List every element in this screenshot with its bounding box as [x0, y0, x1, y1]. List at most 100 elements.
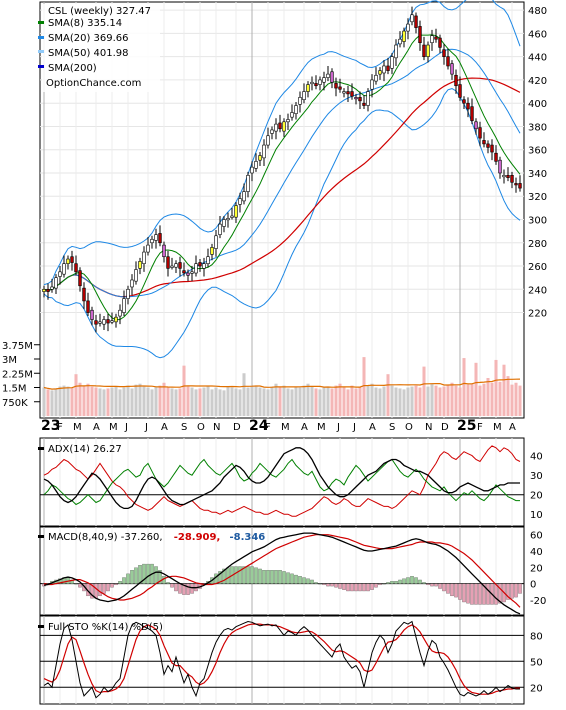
volume-bar: [266, 389, 270, 416]
candle-body: [270, 129, 274, 134]
bollinger-lower-line: [43, 88, 521, 359]
macd-histogram-bar: [382, 583, 386, 585]
volume-bar: [218, 389, 222, 416]
macd-histogram-bar: [106, 583, 110, 592]
volume-bar: [150, 389, 154, 416]
macd-histogram-bar: [182, 583, 186, 595]
candle-body: [286, 119, 290, 123]
volume-bar: [298, 387, 302, 416]
macd-histogram-bar: [450, 583, 454, 597]
volume-bar: [390, 385, 394, 416]
indicator-tick-label: 60: [530, 531, 543, 542]
candle-body: [466, 102, 470, 110]
indicator-tick-label: 20: [530, 491, 543, 502]
candle-body: [258, 155, 262, 161]
candle-body: [302, 91, 306, 101]
volume-tick-label: 3.75M: [2, 341, 33, 352]
macd-histogram-bar: [270, 570, 274, 584]
macd-histogram-bar: [458, 583, 462, 600]
macd-histogram-bar: [354, 583, 358, 592]
volume-bar: [190, 387, 194, 416]
volume-bar: [310, 386, 314, 416]
macd-histogram-bar: [434, 583, 438, 587]
volume-bar: [518, 385, 522, 416]
macd-histogram-bar: [122, 577, 126, 584]
candle-body: [362, 102, 366, 106]
macd-histogram-bar: [278, 570, 282, 584]
candle-body: [98, 321, 102, 324]
indicator-tick-label: 10: [530, 510, 543, 521]
candle-body: [434, 36, 438, 40]
candle-body: [42, 288, 46, 292]
stochastic-panel-frame: [39, 615, 525, 705]
volume-bar: [162, 382, 166, 416]
candle-body: [170, 265, 174, 268]
macd-histogram-bar: [482, 583, 486, 605]
macd-line: [43, 532, 521, 615]
macd-histogram-bar: [222, 568, 226, 584]
candle-body: [174, 263, 178, 268]
volume-bar: [230, 387, 234, 416]
volume-bar: [426, 386, 430, 416]
volume-bar: [338, 383, 342, 416]
macd-legend-text: MACD(8,40,9) -37.260, -28.909, -8.346: [48, 532, 265, 543]
volume-bar: [306, 383, 310, 416]
candle-body: [242, 191, 246, 202]
candle-body: [494, 152, 498, 162]
candle-body: [46, 288, 50, 292]
candle-body: [222, 219, 226, 227]
volume-bar: [94, 387, 98, 416]
candle-body: [214, 235, 218, 249]
legend-sma200: SMA(200): [48, 63, 97, 74]
macd-histogram-bar: [362, 583, 366, 592]
axis-labels: 4804604404204003803603403203002802602402…: [2, 6, 547, 694]
month-label: M: [493, 422, 502, 433]
volume-bar: [434, 385, 438, 416]
candle-body: [254, 161, 258, 169]
volume-bar: [198, 388, 202, 416]
candle-body: [122, 298, 126, 313]
macd-legend-signal: -28.909,: [174, 532, 221, 543]
legend-ticker: CSL (weekly) 327.47: [48, 6, 151, 17]
macd-histogram-bar: [474, 583, 478, 605]
volume-bar: [442, 386, 446, 416]
macd-histogram-bar: [134, 567, 138, 584]
candle-body: [74, 263, 78, 273]
volume-bar: [454, 385, 458, 416]
price-tick-label: 460: [528, 29, 547, 40]
month-label: J: [352, 422, 356, 433]
candle-body: [162, 244, 166, 258]
candle-body: [386, 65, 390, 71]
volume-bar: [318, 389, 322, 416]
candle-body: [86, 300, 90, 313]
volume-bar: [202, 387, 206, 416]
volume-bar: [362, 357, 366, 416]
macd-panel-frame: [39, 526, 525, 616]
volume-bar: [258, 387, 262, 416]
candle-body: [318, 79, 322, 85]
candle-body: [54, 277, 58, 289]
candle-body: [58, 271, 62, 277]
volume-bar: [54, 388, 58, 416]
macd-histogram-bar: [190, 583, 194, 594]
macd-histogram-bar: [350, 583, 354, 592]
macd-histogram-bar: [166, 582, 170, 584]
macd-histogram-bar: [406, 577, 410, 584]
candle-body: [470, 106, 474, 121]
volume-bar: [118, 389, 122, 416]
volume-bar: [470, 383, 474, 416]
adx-line: [43, 447, 520, 510]
candle-body: [486, 143, 490, 148]
candle-body: [518, 183, 522, 189]
candle-body: [194, 263, 198, 274]
volume-tick-label: 2.25M: [2, 369, 33, 380]
volume-bar: [74, 374, 78, 416]
candle-body: [350, 91, 354, 97]
volume-bar: [502, 364, 506, 416]
price-panel-frame: [39, 1, 525, 419]
macd-histogram-bar: [238, 566, 242, 584]
month-label: A: [93, 422, 100, 433]
macd-histogram-bar: [58, 578, 62, 584]
candle-body: [262, 144, 266, 159]
